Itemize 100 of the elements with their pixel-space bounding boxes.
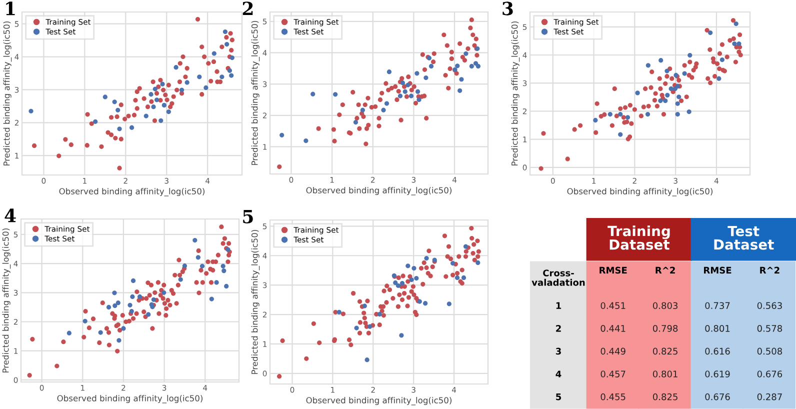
- point: [280, 132, 284, 138]
- point: [144, 114, 148, 118]
- point: [384, 101, 390, 106]
- point: [732, 41, 737, 46]
- point: [675, 112, 680, 117]
- point: [112, 303, 118, 308]
- point: [137, 294, 142, 300]
- point: [162, 102, 166, 108]
- point: [310, 92, 316, 96]
- point: [151, 297, 156, 302]
- point: [658, 58, 664, 63]
- point: [423, 301, 428, 306]
- point: [428, 64, 434, 69]
- point: [128, 302, 132, 308]
- point: [398, 94, 403, 98]
- point: [414, 276, 419, 281]
- point: [446, 302, 452, 306]
- point: [220, 264, 226, 268]
- point: [66, 330, 72, 336]
- point: [464, 51, 468, 56]
- point: [116, 338, 122, 343]
- data-label: 0.457: [600, 370, 626, 378]
- point: [182, 264, 188, 268]
- point: [151, 104, 156, 110]
- y-axis-title: Predicted binding affinity_log(ic50): [251, 21, 260, 165]
- point: [463, 244, 468, 249]
- point: [353, 120, 358, 125]
- data-label: 0.449: [600, 348, 626, 355]
- point: [402, 89, 408, 94]
- point: [174, 65, 178, 70]
- point: [354, 326, 359, 330]
- point: [658, 98, 663, 104]
- y-axis-title: Predicted binding affinity_log(ic50): [511, 22, 520, 166]
- point: [393, 280, 398, 286]
- y-axis-title: Predicted binding affinity_log(ic50): [251, 230, 260, 374]
- data-label: 0.801: [705, 324, 730, 332]
- point: [618, 132, 623, 137]
- point: [386, 70, 392, 74]
- point: [476, 260, 480, 265]
- data-label: 0.676: [757, 370, 782, 378]
- point: [399, 333, 404, 338]
- point: [204, 85, 208, 90]
- point: [400, 80, 405, 86]
- point: [229, 73, 234, 78]
- point: [154, 98, 160, 102]
- chart-title: 3: [502, 2, 513, 16]
- point: [368, 324, 372, 329]
- data-label: 0.287: [757, 393, 782, 400]
- x-axis-title: Observed binding affinity_log(ic50): [306, 396, 452, 406]
- point: [222, 268, 226, 274]
- point: [212, 51, 216, 56]
- data-label: 0.801: [652, 370, 678, 378]
- y-axis-title: Predicted binding affinity_log(ic50): [2, 228, 11, 372]
- point: [686, 109, 692, 114]
- point: [158, 118, 164, 123]
- point: [148, 92, 154, 97]
- point: [196, 255, 200, 260]
- point: [230, 55, 234, 60]
- point: [450, 260, 456, 266]
- point: [716, 76, 722, 81]
- y-axis-title: Predicted binding affinity_log(ic50): [3, 22, 12, 166]
- point: [220, 74, 224, 80]
- point: [116, 300, 120, 306]
- point: [160, 82, 165, 86]
- point: [682, 71, 687, 76]
- point: [412, 266, 416, 271]
- point: [593, 118, 598, 122]
- data-label: 0.451: [600, 302, 626, 310]
- point: [129, 308, 134, 314]
- point: [665, 92, 670, 98]
- point: [424, 76, 428, 80]
- point: [608, 112, 612, 117]
- point: [129, 125, 134, 130]
- point: [197, 74, 202, 80]
- x-tick-label: RMSE: [600, 266, 627, 274]
- point: [688, 52, 692, 58]
- data-label: 0.563: [757, 302, 782, 310]
- point: [416, 97, 422, 102]
- point: [146, 312, 151, 317]
- point: [121, 326, 126, 331]
- point: [224, 42, 230, 47]
- point: [476, 64, 481, 69]
- point: [455, 64, 460, 68]
- point: [424, 256, 429, 261]
- x-tick-label: R^2: [760, 266, 780, 274]
- data-label: 0.676: [705, 393, 730, 400]
- point: [736, 41, 742, 46]
- chart-title: 2: [242, 2, 253, 16]
- data-label: 0.825: [652, 348, 678, 355]
- point: [184, 80, 190, 85]
- x-axis-title: Observed binding affinity_log(ic50): [306, 186, 452, 196]
- point: [192, 238, 198, 243]
- point: [130, 294, 135, 300]
- point: [112, 100, 117, 104]
- y-tick-label: 3: [556, 348, 561, 355]
- point: [635, 90, 640, 96]
- point: [209, 296, 214, 302]
- point: [98, 330, 103, 335]
- point: [224, 284, 229, 289]
- point: [408, 94, 414, 98]
